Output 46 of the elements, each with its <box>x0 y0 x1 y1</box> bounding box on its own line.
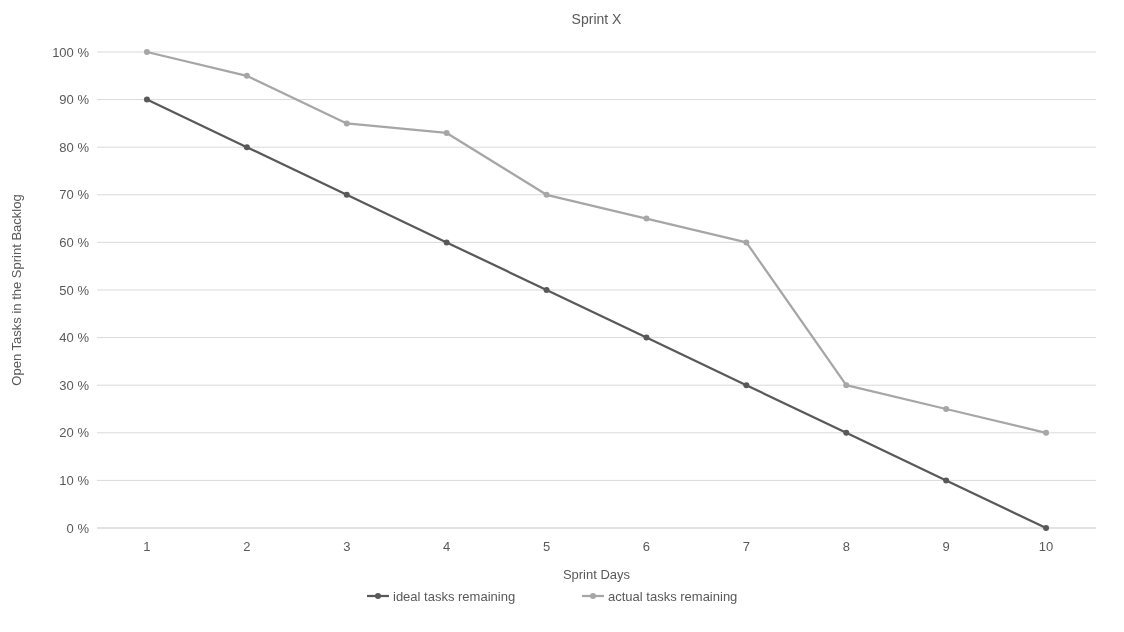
x-tick-label: 8 <box>842 539 850 554</box>
x-axis-title: Sprint Days <box>562 567 631 582</box>
y-tick-label: 10 % <box>59 472 90 488</box>
point <box>843 429 850 436</box>
y-tick-label: 20 % <box>59 425 90 441</box>
point <box>543 287 550 293</box>
x-tick-label: 7 <box>742 539 750 554</box>
y-tick-label: 0 % <box>66 520 90 536</box>
y-tick-label: 40 % <box>59 330 90 346</box>
x-tick-label: 9 <box>942 539 950 554</box>
point <box>143 96 150 103</box>
chart-title: Sprint X <box>571 11 623 27</box>
x-tick-label: 1 <box>143 539 151 554</box>
x-tick-label: 6 <box>642 539 651 554</box>
point <box>343 120 350 127</box>
y-tick-label: 70 % <box>59 187 90 203</box>
y-tick-label: 60 % <box>59 234 90 250</box>
x-tick-label: 3 <box>343 539 351 554</box>
point <box>643 334 650 341</box>
legend-label: actual tasks remaining <box>608 588 738 604</box>
point <box>243 72 250 79</box>
x-tick-label: 5 <box>542 539 551 554</box>
point <box>543 191 550 198</box>
x-tick-label: 4 <box>443 539 451 554</box>
point <box>943 406 950 412</box>
point <box>1043 525 1050 531</box>
y-tick-label: 50 % <box>59 282 90 298</box>
point <box>243 144 250 151</box>
point <box>143 49 150 55</box>
y-tick-label: 30 % <box>59 377 90 393</box>
point <box>643 215 650 222</box>
y-tick-label: 80 % <box>59 139 90 155</box>
legend-label: ideal tasks remaining <box>393 588 516 604</box>
point <box>443 129 450 136</box>
point <box>943 477 950 484</box>
point <box>1043 429 1050 436</box>
x-tick-label: 10 <box>1038 539 1054 554</box>
y-axis-title: Open Tasks in the Sprint Backlog <box>9 194 24 386</box>
x-tick-label: 2 <box>243 539 251 554</box>
y-tick-label: 90 % <box>59 92 90 108</box>
point <box>743 382 750 389</box>
y-tick-label: 100 % <box>52 44 90 60</box>
point <box>743 239 750 246</box>
point <box>843 382 850 389</box>
point <box>443 239 450 246</box>
point <box>343 191 350 198</box>
